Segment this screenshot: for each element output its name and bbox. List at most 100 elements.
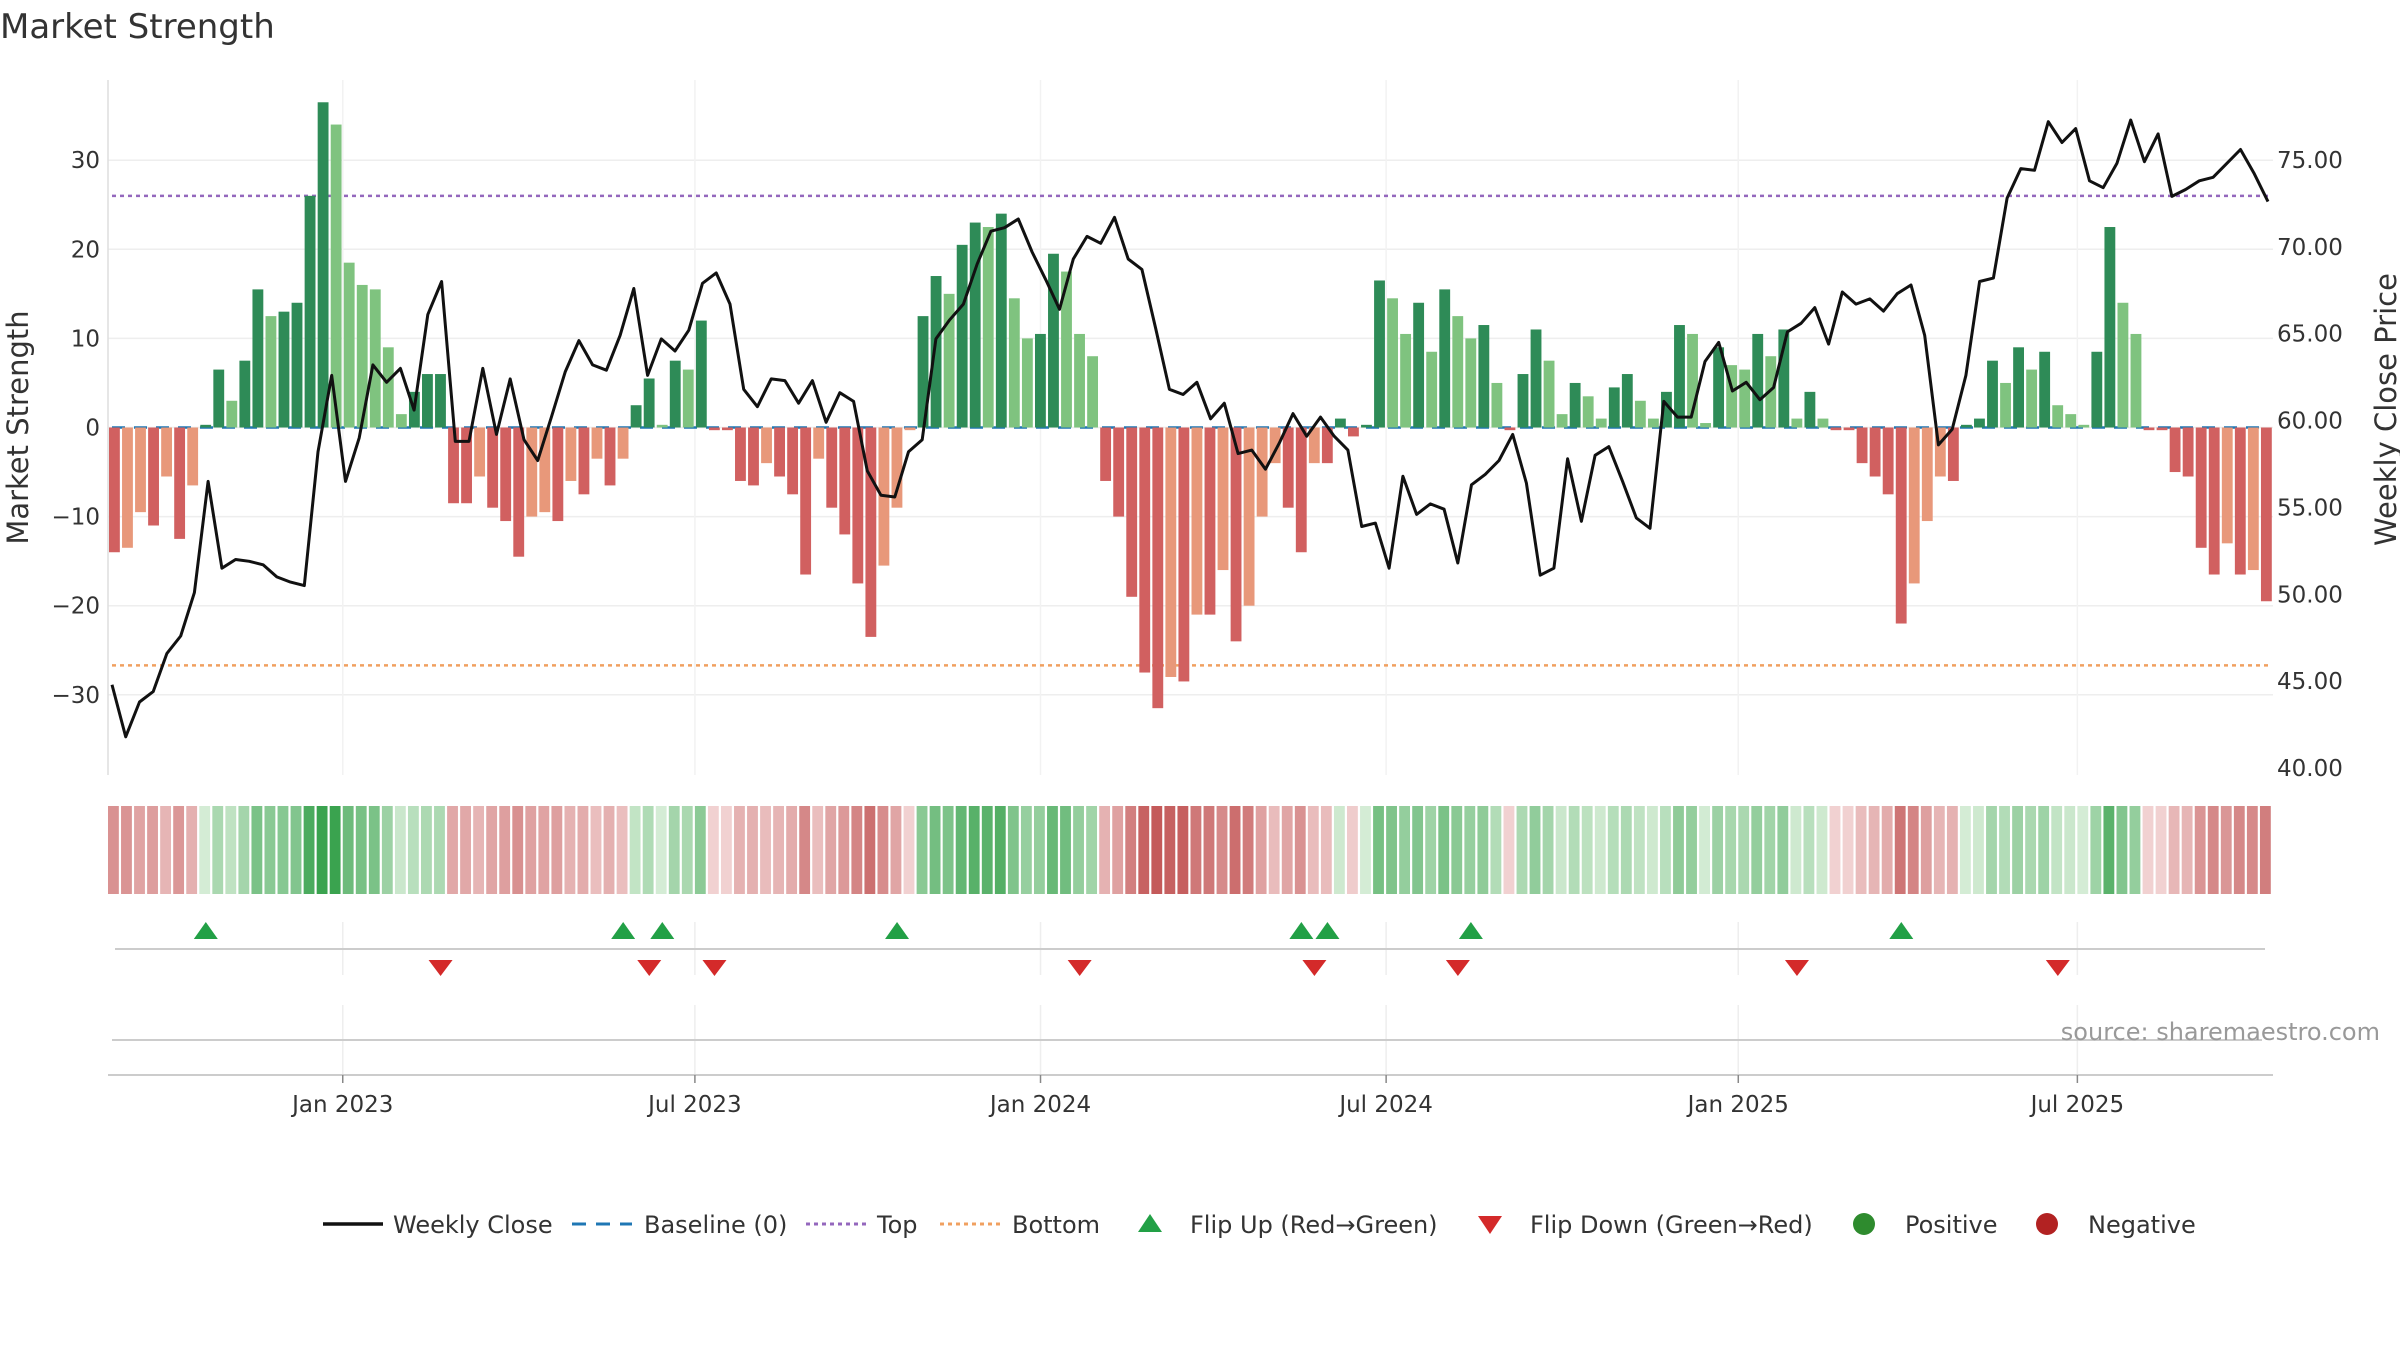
strength-bar [1308, 427, 1320, 464]
strength-bar [1491, 382, 1503, 428]
strength-bar [852, 427, 864, 584]
strength-bar [800, 427, 812, 575]
strength-bar [982, 227, 994, 428]
strength-bar [1426, 351, 1438, 428]
heat-cell [603, 806, 615, 894]
heat-cell [1555, 806, 1567, 894]
heat-cell [747, 806, 758, 894]
heat-cell [1425, 806, 1437, 894]
source-credit: source: sharemaestro.com [2061, 1018, 2380, 1046]
heat-cell [655, 806, 667, 894]
y-tick-label: −10 [51, 505, 100, 531]
strength-bar [1217, 427, 1229, 571]
strength-bar [330, 124, 342, 428]
heat-cell [1673, 806, 1684, 894]
strength-bar [278, 311, 290, 428]
strength-bar [1087, 356, 1099, 428]
strength-heat-strip [108, 806, 2271, 894]
strength-bar [395, 414, 407, 428]
strength-bar [1582, 396, 1594, 428]
heat-cell [851, 806, 863, 894]
heat-cell [2064, 806, 2076, 894]
strength-bar [1178, 427, 1190, 682]
heat-cell [238, 806, 250, 894]
legend-label: Negative [2088, 1211, 2196, 1239]
strength-bar [526, 427, 538, 517]
heat-cell [108, 806, 119, 894]
heat-cell [512, 806, 524, 894]
y2-axis-label: Weekly Close Price [2369, 273, 2400, 546]
chart-title: Market Strength [0, 7, 275, 47]
strength-bar [1348, 427, 1359, 437]
heat-cell [1307, 806, 1319, 894]
strength-bar [1452, 316, 1464, 428]
heat-cell [1347, 806, 1358, 894]
heat-cell [2103, 806, 2115, 894]
flip-down-marker [1445, 960, 1470, 976]
legend-label: Weekly Close [393, 1211, 553, 1239]
heat-cell [890, 806, 902, 894]
heat-cell [1894, 806, 1906, 894]
strength-bar [1674, 325, 1685, 428]
x-tick-label: Jan 2025 [1686, 1092, 1789, 1118]
heat-cell [421, 806, 432, 894]
strength-bar [1113, 427, 1125, 517]
heat-cell [1907, 806, 1919, 894]
strength-bar [1100, 427, 1112, 481]
heat-cell [1360, 806, 1371, 894]
y2-tick-label: 60.00 [2277, 409, 2343, 435]
heat-cell [2142, 806, 2154, 894]
strength-bar [1008, 298, 1020, 428]
heat-cell [590, 806, 602, 894]
heat-cell [1112, 806, 1124, 894]
strength-bar [774, 427, 785, 477]
strength-bar [1556, 414, 1568, 428]
strength-bar [1908, 427, 1920, 584]
heat-cell [968, 806, 980, 894]
strength-bar [2208, 427, 2220, 575]
weekly-close-line [110, 118, 2270, 739]
legend-label: Positive [1905, 1211, 1998, 1239]
legend: Weekly Close Baseline (0) Top Bottom Flip Up… [323, 1211, 2196, 1239]
strength-bar [956, 244, 968, 428]
y-tick-label: −20 [51, 594, 100, 620]
heat-cell [1386, 806, 1397, 894]
heat-cell [1542, 806, 1554, 894]
heat-cell [1516, 806, 1528, 894]
heat-cell [2090, 806, 2102, 894]
strength-bar [1504, 427, 1516, 431]
strength-bar [604, 427, 616, 486]
strength-bar [839, 427, 851, 535]
strength-bar [2117, 302, 2129, 428]
heat-cell [1660, 806, 1671, 894]
strength-bar [2052, 405, 2064, 428]
strength-bar [1869, 427, 1881, 477]
heat-cell [2233, 806, 2245, 894]
heat-cell [2077, 806, 2089, 894]
strength-bar [669, 360, 681, 428]
heat-cell [1699, 806, 1710, 894]
heat-cell [225, 806, 237, 894]
flip-up-marker [611, 922, 636, 939]
strength-bar [1713, 347, 1725, 428]
heat-cell [2181, 806, 2193, 894]
strength-bar [1987, 360, 1998, 428]
heat-cell [2194, 806, 2206, 894]
legend-item-4: Flip Up (Red→Green) [1138, 1211, 1438, 1239]
strength-bar [630, 405, 642, 428]
heat-cell [147, 806, 158, 894]
heat-cell [2246, 806, 2258, 894]
strength-bar [2247, 427, 2259, 571]
heat-cell [2116, 806, 2128, 894]
strength-bar [1882, 427, 1894, 495]
strength-bar [1895, 427, 1907, 624]
heat-cell [1725, 806, 1737, 894]
heat-cell [786, 806, 798, 894]
heat-cell [2168, 806, 2180, 894]
strength-bar [826, 427, 838, 508]
heat-cell [2207, 806, 2219, 894]
heat-cell [681, 806, 693, 894]
heat-cell [1164, 806, 1176, 894]
legend-item-1: Baseline (0) [572, 1211, 787, 1239]
heat-cell [877, 806, 889, 894]
